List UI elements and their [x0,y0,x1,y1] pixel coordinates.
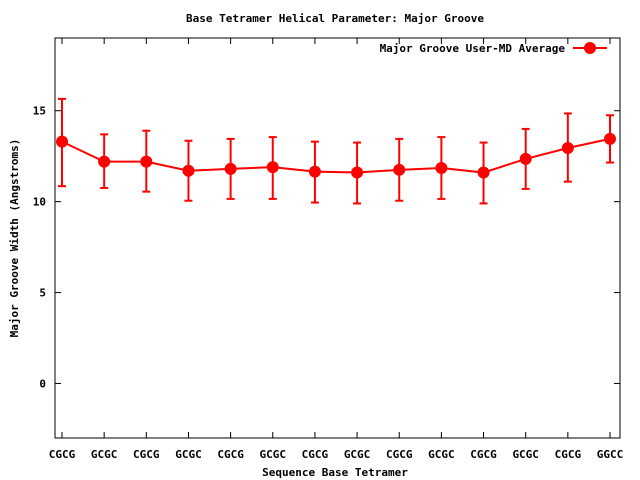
x-tick-label: CGCG [49,448,76,461]
data-point [519,152,532,165]
x-tick-label: GCGC [175,448,202,461]
legend-label: Major Groove User-MD Average [380,42,566,55]
data-point [98,155,111,168]
y-tick-label: 10 [33,196,46,209]
x-tick-label: CGCG [470,448,497,461]
data-point [266,161,279,174]
x-tick-label: CGCG [302,448,329,461]
data-point [182,164,195,177]
x-axis-label: Sequence Base Tetramer [262,466,408,479]
x-tick-label: CGCG [217,448,244,461]
data-point [140,155,153,168]
data-point [308,165,321,178]
data-point [351,166,364,179]
x-tick-label: GGCC [597,448,624,461]
y-tick-label: 5 [39,287,46,300]
x-tick-label: GCGC [428,448,455,461]
x-tick-label: GCGC [512,448,539,461]
legend-marker-swatch [584,42,596,54]
x-axis: CGCG GCGC CGCG GCGC CGCG GCGC CGCG GCGC CGCG GCGC… [49,38,624,461]
plot-frame [54,37,621,439]
x-tick-label: GCGC [344,448,371,461]
data-point [477,166,490,179]
legend: Major Groove User-MD Average [380,42,607,55]
x-tick-label: CGCG [555,448,582,461]
x-tick-label: CGCG [133,448,160,461]
x-tick-label: CGCG [386,448,413,461]
series-layer [56,97,616,205]
y-axis: 0 5 10 15 [33,105,620,390]
data-point [604,132,616,145]
data-point [435,162,448,174]
y-tick-label: 0 [39,377,46,390]
x-tick-label: GCGC [260,448,287,461]
series-line [61,137,611,174]
x-tick-label: GCGC [91,448,118,461]
y-tick-label: 15 [33,105,46,118]
y-axis-label: Major Groove Width (Angstroms) [8,139,21,338]
chart-title: Base Tetramer Helical Parameter: Major G… [186,12,484,25]
data-point [393,163,406,176]
data-point [56,135,68,148]
data-point [561,142,574,154]
data-point [224,162,237,175]
